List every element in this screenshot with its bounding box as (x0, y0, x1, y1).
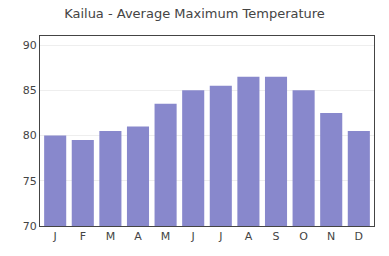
svg-text:80: 80 (23, 129, 37, 142)
svg-text:N: N (327, 230, 335, 243)
svg-text:85: 85 (23, 84, 37, 97)
svg-text:A: A (245, 230, 253, 243)
svg-text:90: 90 (23, 39, 37, 52)
svg-text:S: S (273, 230, 280, 243)
svg-text:75: 75 (23, 175, 37, 188)
svg-text:M: M (106, 230, 116, 243)
svg-text:70: 70 (23, 220, 37, 233)
svg-text:Kailua - Average Maximum Tempe: Kailua - Average Maximum Temperature (64, 6, 325, 21)
svg-text:M: M (161, 230, 171, 243)
svg-text:A: A (134, 230, 142, 243)
svg-text:O: O (299, 230, 308, 243)
svg-text:J: J (53, 230, 57, 243)
svg-text:F: F (80, 230, 86, 243)
svg-text:J: J (218, 230, 222, 243)
svg-text:D: D (355, 230, 363, 243)
svg-text:J: J (191, 230, 195, 243)
